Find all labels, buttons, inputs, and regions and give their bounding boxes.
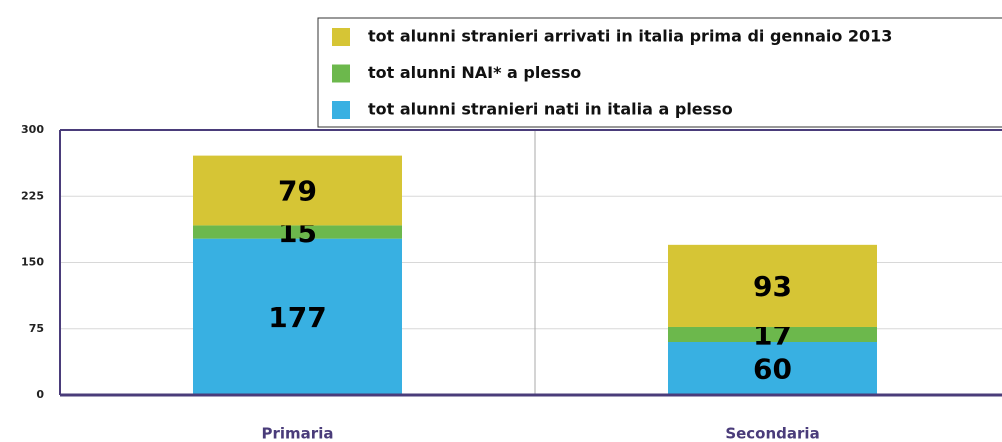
- legend-swatch: [332, 64, 350, 83]
- legend-swatch: [332, 28, 350, 46]
- data-label: 60: [753, 353, 792, 386]
- data-label: 177: [268, 301, 326, 334]
- y-tick-label: 150: [21, 256, 44, 269]
- bar-segment: [193, 155, 402, 226]
- legend-swatch: [332, 101, 350, 119]
- y-tick-label: 0: [36, 388, 44, 401]
- bar-segment: [193, 238, 402, 395]
- legend-box: [317, 17, 1002, 128]
- legend-label: tot alunni NAI* a plesso: [368, 63, 581, 82]
- x-tick-label: Secondaria: [725, 425, 819, 442]
- data-label: 93: [753, 270, 792, 303]
- bar-segment: [668, 244, 877, 327]
- legend-label: tot alunni stranieri nati in italia a pl…: [368, 100, 733, 119]
- x-tick-label: Primaria: [262, 425, 334, 442]
- data-label: 79: [278, 175, 317, 208]
- bar-segment: [668, 326, 877, 342]
- y-tick-label: 300: [21, 123, 44, 136]
- y-tick-label: 225: [21, 189, 44, 202]
- legend-label: tot alunni stranieri arrivati in italia …: [368, 27, 892, 46]
- y-tick-label: 75: [29, 322, 44, 335]
- bar-segment: [193, 225, 402, 239]
- bar-segment: [668, 342, 877, 395]
